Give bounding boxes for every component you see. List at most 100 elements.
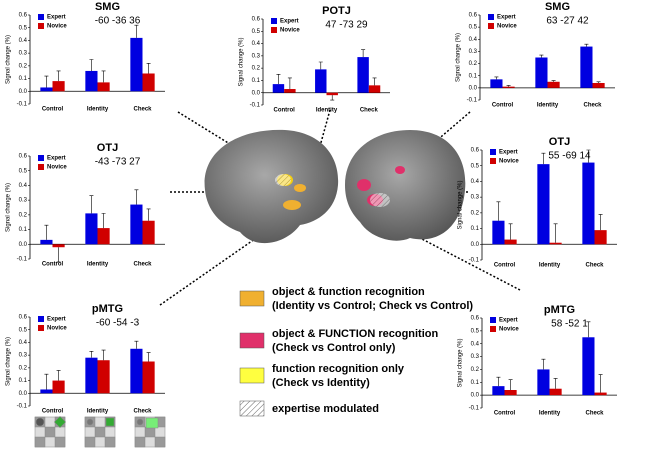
bar bbox=[547, 81, 560, 88]
y-tick-label: 0.1 bbox=[471, 226, 480, 232]
chart-subtitle: 63 -27 42 bbox=[546, 16, 589, 27]
y-tick-label: 0.3 bbox=[471, 195, 480, 201]
y-tick-label: 0.6 bbox=[252, 17, 261, 23]
chart-title: POTJ bbox=[322, 5, 351, 17]
legend-label: Expert bbox=[499, 150, 518, 156]
y-tick-label: 0.2 bbox=[471, 210, 480, 216]
chess-icons bbox=[34, 415, 166, 448]
y-axis-label: Signal change (%) bbox=[6, 337, 12, 386]
x-tick-label: Control bbox=[42, 262, 64, 268]
bar bbox=[130, 204, 143, 245]
error-bar bbox=[146, 208, 151, 221]
error-bar bbox=[586, 321, 591, 338]
error-bar bbox=[598, 214, 603, 231]
y-tick-label: 0.1 bbox=[469, 73, 478, 79]
y-tick-label: 0.0 bbox=[19, 89, 28, 95]
error-bar bbox=[89, 59, 94, 71]
y-axis-label: Signal change (%) bbox=[458, 180, 464, 229]
error-bar bbox=[89, 351, 94, 358]
y-tick-label: 0.2 bbox=[252, 66, 261, 72]
y-tick-label: -0.1 bbox=[17, 404, 28, 410]
y-tick-label: 0.4 bbox=[252, 41, 261, 47]
y-tick-label: 0.0 bbox=[471, 242, 480, 248]
bar bbox=[492, 220, 505, 245]
error-bar bbox=[56, 370, 61, 381]
legend-label: Expert bbox=[47, 15, 66, 21]
y-axis-label: Signal change (%) bbox=[239, 37, 245, 86]
x-tick-label: Check bbox=[133, 107, 152, 113]
error-bar bbox=[584, 43, 589, 47]
legend-swatch bbox=[271, 18, 277, 24]
bar bbox=[594, 392, 607, 396]
x-tick-label: Check bbox=[360, 108, 379, 114]
key-label: expertise modulated bbox=[272, 403, 379, 415]
key-label: (Check vs Identity) bbox=[272, 377, 370, 389]
error-bar bbox=[596, 81, 601, 83]
key-label: object & function recognition bbox=[272, 286, 425, 298]
bar bbox=[40, 239, 53, 245]
y-axis-label: Signal change (%) bbox=[456, 33, 462, 82]
legend-swatch bbox=[38, 23, 44, 29]
bar bbox=[535, 57, 548, 88]
error-bar bbox=[541, 152, 546, 165]
bar bbox=[142, 220, 155, 245]
y-tick-label: 0.1 bbox=[19, 378, 28, 384]
y-tick-label: 0.0 bbox=[469, 85, 478, 91]
legend-swatch bbox=[490, 149, 496, 155]
error-bar bbox=[101, 70, 106, 83]
chart-panel: POTJ 47 -73 29 Signal change (%) -0.1 0.0 0.1… bbox=[239, 5, 390, 114]
error-bar bbox=[56, 247, 61, 263]
bar bbox=[85, 213, 98, 245]
x-tick-label: Check bbox=[583, 103, 602, 109]
error-bar bbox=[539, 54, 544, 58]
bar bbox=[97, 360, 110, 394]
y-tick-label: -0.1 bbox=[469, 258, 480, 264]
legend-label: Novice bbox=[499, 327, 519, 333]
y-tick-label: 0.4 bbox=[471, 341, 480, 347]
legend-label: Novice bbox=[47, 326, 67, 332]
x-tick-label: Check bbox=[585, 263, 604, 269]
bar bbox=[130, 37, 143, 92]
bar bbox=[85, 357, 98, 394]
y-tick-label: 0.1 bbox=[471, 380, 480, 386]
y-tick-label: 0.4 bbox=[471, 179, 480, 185]
y-tick-label: 0.6 bbox=[19, 13, 28, 19]
legend-swatch bbox=[38, 164, 44, 170]
x-tick-label: Identity bbox=[539, 263, 561, 269]
chart-subtitle: -43 -73 27 bbox=[95, 157, 141, 168]
error-bar bbox=[318, 61, 323, 70]
bar bbox=[368, 85, 381, 93]
y-tick-label: -0.1 bbox=[17, 257, 28, 263]
y-tick-label: 0.3 bbox=[471, 354, 480, 360]
x-tick-label: Identity bbox=[87, 262, 109, 268]
key-label: function recognition only bbox=[272, 363, 405, 375]
y-tick-label: 0.3 bbox=[19, 198, 28, 204]
bar bbox=[326, 92, 338, 96]
chart-subtitle: -60 -36 36 bbox=[95, 16, 141, 27]
chart-title: SMG bbox=[95, 1, 120, 13]
error-bar bbox=[44, 224, 49, 240]
y-tick-label: 0.4 bbox=[469, 37, 478, 43]
legend-label: Novice bbox=[499, 159, 519, 165]
x-tick-label: Check bbox=[585, 411, 604, 417]
error-bar bbox=[494, 76, 499, 80]
bar bbox=[97, 228, 110, 245]
legend-label: Expert bbox=[497, 15, 516, 21]
legend-swatch bbox=[488, 14, 494, 20]
y-tick-label: 0.1 bbox=[19, 227, 28, 233]
error-bar bbox=[44, 373, 49, 390]
error-bar bbox=[506, 85, 511, 87]
bar bbox=[52, 244, 65, 248]
y-tick-label: 0.0 bbox=[252, 90, 261, 96]
y-tick-label: 0.4 bbox=[19, 183, 28, 189]
chart-subtitle: 47 -73 29 bbox=[325, 20, 368, 31]
bar bbox=[504, 390, 517, 396]
brain-right bbox=[345, 130, 466, 241]
error-bar bbox=[508, 379, 513, 390]
error-bar bbox=[496, 376, 501, 387]
error-bar bbox=[598, 374, 603, 393]
chart-panel: pMTG -60 -54 -3 Signal change (%) -0.1 0.0 0.… bbox=[6, 303, 165, 415]
error-bar bbox=[44, 75, 49, 88]
bar bbox=[85, 70, 98, 92]
legend-label: Novice bbox=[47, 165, 67, 171]
